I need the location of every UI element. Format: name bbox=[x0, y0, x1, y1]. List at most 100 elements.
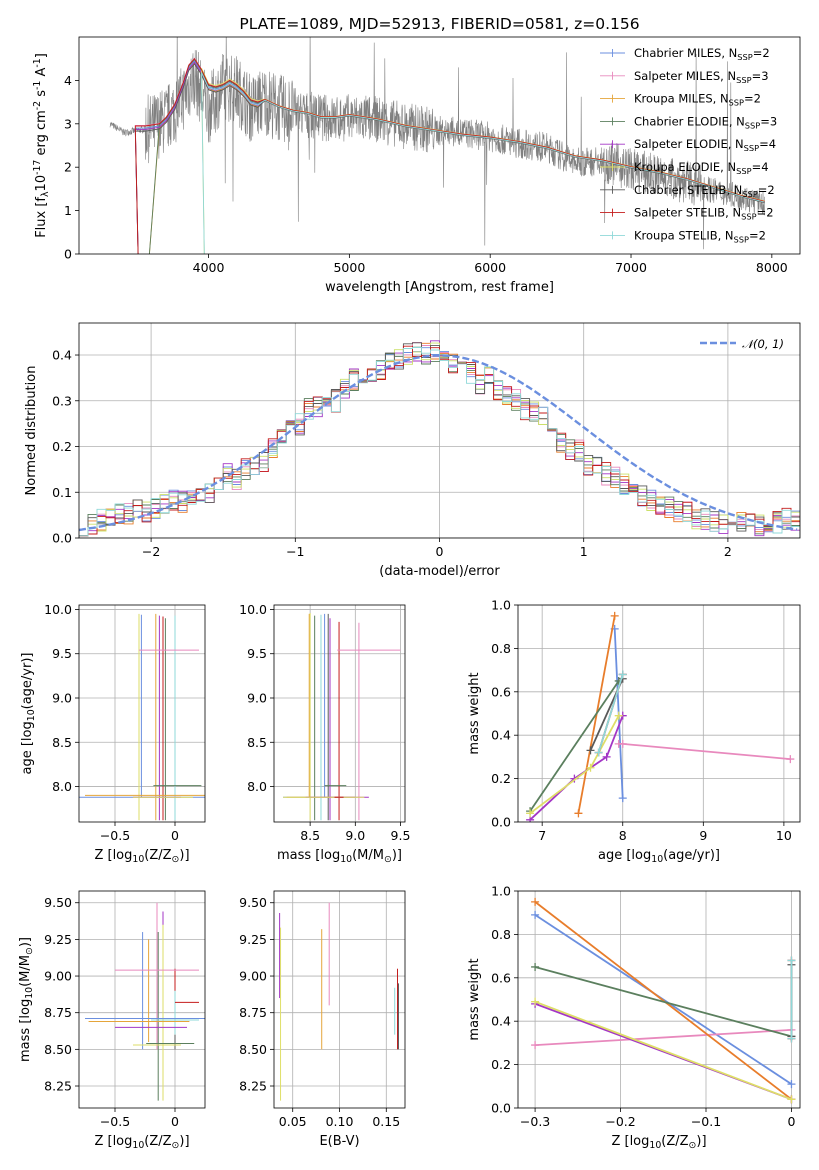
y-tick-label: 8.5 bbox=[247, 735, 267, 750]
observed-spectrum bbox=[109, 37, 765, 250]
y-tick-label: 0.2 bbox=[491, 1057, 511, 1072]
y-tick-label: 4 bbox=[64, 73, 72, 88]
model-chabrier-stelib bbox=[134, 63, 765, 254]
x-tick-label: 7000 bbox=[615, 260, 647, 275]
axes-frame bbox=[273, 890, 406, 1109]
x-axis-label: E(B-V) bbox=[319, 1134, 359, 1149]
axes-frame bbox=[517, 604, 801, 823]
weight-point bbox=[531, 997, 540, 1006]
y-axis-label: mass weight bbox=[467, 672, 482, 754]
x-tick-label: 4000 bbox=[193, 260, 225, 275]
model-salpeter-stelib bbox=[134, 57, 765, 254]
y-tick-label: 9.0 bbox=[52, 691, 72, 706]
x-tick-label: −0.3 bbox=[520, 1114, 550, 1129]
y-tick-label: 9.5 bbox=[247, 646, 267, 661]
y-tick-label: 0.6 bbox=[491, 970, 511, 985]
y-tick-label: 2 bbox=[64, 160, 72, 175]
axes-weight-age: 7 8 9 10 0.0 0.2 0.4 0.6 0.8 1.0 age [log10(age/yr… bbox=[467, 598, 801, 865]
x-tick-label: 0.10 bbox=[326, 1114, 354, 1129]
x-axis-label: age [log10(age/yr)] bbox=[598, 848, 720, 865]
axes-weight-Z: −0.3 −0.2 −0.1 0 0.0 0.2 0.4 0.6 0.8 1.0 Z [log10(… bbox=[467, 884, 801, 1151]
y-tick-label: 8.50 bbox=[239, 1042, 267, 1057]
axes-frame bbox=[78, 322, 801, 539]
x-tick-label: −0.5 bbox=[100, 828, 130, 843]
legend-label: Salpeter ELODIE, NSSP=4 bbox=[634, 137, 776, 153]
weight-line-kroupa-elodie bbox=[534, 1000, 792, 1101]
y-tick-label: 8.25 bbox=[239, 1079, 267, 1094]
x-tick-label: −0.5 bbox=[100, 1114, 130, 1129]
weight-point bbox=[618, 794, 627, 803]
axes-spectrum: 4000 5000 6000 7000 8000 0 1 2 3 4 wavelength [Ang… bbox=[32, 15, 801, 295]
weight-point bbox=[787, 1034, 796, 1043]
y-tick-label: 10.0 bbox=[239, 602, 267, 617]
x-axis-label: (data-model)/error bbox=[379, 564, 500, 579]
y-axis-label: Flux [fλ10-17 erg cm-2 s-1 A-1] bbox=[32, 53, 51, 238]
x-tick-label: 7 bbox=[538, 828, 546, 843]
y-tick-label: 0.2 bbox=[491, 771, 511, 786]
x-axis-label: Z [log10(Z/Z⊙)] bbox=[94, 1134, 189, 1151]
axes-mass-Z: −0.5 0 8.25 8.50 8.75 9.00 9.25 9.50 Z [log10(Z/… bbox=[18, 890, 206, 1151]
x-tick-label: 9.5 bbox=[391, 828, 411, 843]
x-tick-label: 10 bbox=[776, 828, 792, 843]
plot-area-age-mass bbox=[274, 605, 405, 822]
y-tick-label: 0.8 bbox=[491, 927, 511, 942]
x-tick-label: 0.15 bbox=[372, 1114, 400, 1129]
weight-line-salpeter-miles bbox=[618, 743, 791, 760]
axes-age-Z: −0.5 0 8.0 8.5 9.0 9.5 10.0 Z [log10(Z/Z⊙)] age … bbox=[20, 602, 206, 865]
legend-label: 𝒩(0, 1) bbox=[742, 337, 784, 351]
y-tick-label: 1.0 bbox=[491, 598, 511, 613]
weight-line-salpeter-miles bbox=[535, 1029, 792, 1046]
weight-line-kroupa-miles bbox=[534, 901, 793, 1101]
y-tick-label: 9.0 bbox=[247, 691, 267, 706]
y-tick-label: 9.00 bbox=[44, 969, 72, 984]
weight-point bbox=[602, 752, 611, 761]
legend-label: Kroupa ELODIE, NSSP=4 bbox=[634, 160, 769, 176]
weight-point bbox=[531, 910, 540, 919]
x-tick-label: 1 bbox=[580, 544, 588, 559]
model-kroupa-stelib bbox=[201, 72, 765, 254]
x-tick-label: −0.2 bbox=[605, 1114, 635, 1129]
y-tick-label: 0.0 bbox=[491, 815, 511, 830]
weight-point bbox=[531, 962, 540, 971]
y-tick-label: 9.00 bbox=[239, 969, 267, 984]
plot-area-weight-Z bbox=[518, 891, 800, 1108]
y-tick-label: 9.25 bbox=[44, 932, 72, 947]
plot-area-mass-Z bbox=[79, 891, 205, 1108]
y-tick-label: 8.0 bbox=[247, 779, 267, 794]
y-tick-label: 0 bbox=[64, 247, 72, 262]
plot-area-age-Z bbox=[79, 605, 205, 822]
x-tick-label: 0 bbox=[171, 1114, 179, 1129]
weight-point bbox=[531, 897, 540, 906]
weight-point bbox=[787, 956, 796, 965]
weight-line-salpeter-elodie bbox=[529, 715, 624, 821]
axes-frame bbox=[78, 890, 206, 1109]
x-tick-label: 6000 bbox=[474, 260, 506, 275]
y-tick-label: 8.75 bbox=[44, 1005, 72, 1020]
y-tick-label: 0.3 bbox=[52, 393, 72, 408]
x-axis-label: Z [log10(Z/Z⊙)] bbox=[611, 1134, 706, 1151]
weight-point bbox=[786, 755, 795, 764]
x-tick-label: 0 bbox=[436, 544, 444, 559]
weight-point bbox=[787, 1095, 796, 1104]
weight-line-kroupa-stelib bbox=[597, 674, 624, 753]
normal-distribution-curve bbox=[79, 354, 798, 532]
y-tick-label: 0.1 bbox=[52, 485, 72, 500]
legend-label: Kroupa MILES, NSSP=2 bbox=[634, 92, 761, 108]
y-tick-label: 9.25 bbox=[239, 932, 267, 947]
x-tick-label: 8 bbox=[619, 828, 627, 843]
y-tick-label: 3 bbox=[64, 116, 72, 131]
x-tick-label: −2 bbox=[142, 544, 160, 559]
axes-frame bbox=[78, 36, 801, 255]
x-tick-label: 9.0 bbox=[345, 828, 365, 843]
axes-mass-ebv: 0.05 0.10 0.15 8.25 8.50 8.75 9.00 9.25 9.50 E(B-… bbox=[239, 890, 406, 1149]
x-tick-label: 9 bbox=[699, 828, 707, 843]
y-tick-label: 0.0 bbox=[491, 1101, 511, 1116]
weight-point bbox=[618, 670, 627, 679]
x-tick-label: 0.05 bbox=[279, 1114, 307, 1129]
y-tick-label: 8.25 bbox=[44, 1079, 72, 1094]
y-axis-label: age [log10(age/yr)] bbox=[20, 653, 37, 775]
y-tick-label: 1 bbox=[64, 203, 72, 218]
weight-point bbox=[610, 611, 619, 620]
y-tick-label: 9.50 bbox=[44, 895, 72, 910]
